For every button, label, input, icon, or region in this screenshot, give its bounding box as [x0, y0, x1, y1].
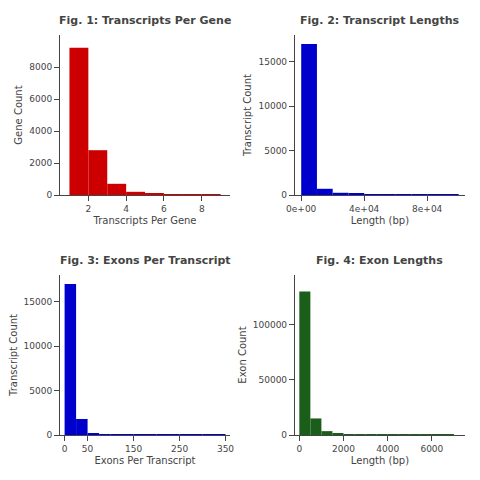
- svg-text:2000: 2000: [332, 444, 355, 454]
- svg-text:4: 4: [123, 204, 129, 214]
- svg-text:15000: 15000: [24, 297, 53, 307]
- svg-text:50: 50: [82, 444, 94, 454]
- svg-text:0: 0: [46, 190, 52, 200]
- svg-text:4000: 4000: [29, 126, 52, 136]
- svg-text:4000: 4000: [376, 444, 399, 454]
- svg-text:150: 150: [125, 444, 142, 454]
- svg-text:0: 0: [281, 190, 287, 200]
- svg-text:8: 8: [199, 204, 205, 214]
- svg-text:Fig. 4: Exon Lengths: Fig. 4: Exon Lengths: [316, 254, 443, 267]
- svg-text:10000: 10000: [258, 101, 287, 111]
- svg-text:Transcript Count: Transcript Count: [8, 314, 19, 397]
- svg-text:4e+04: 4e+04: [349, 204, 380, 214]
- svg-text:Length (bp): Length (bp): [351, 215, 409, 226]
- svg-text:2000: 2000: [29, 158, 52, 168]
- svg-text:6000: 6000: [29, 94, 52, 104]
- svg-text:0: 0: [46, 430, 52, 440]
- svg-text:15000: 15000: [258, 57, 287, 67]
- svg-text:Transcript Count: Transcript Count: [242, 74, 253, 157]
- svg-text:Gene Count: Gene Count: [13, 85, 24, 144]
- svg-text:2: 2: [85, 204, 91, 214]
- svg-text:100000: 100000: [253, 320, 288, 330]
- svg-text:5000: 5000: [264, 146, 287, 156]
- svg-text:0e+00: 0e+00: [286, 204, 317, 214]
- svg-text:Exons Per Transcript: Exons Per Transcript: [95, 455, 196, 466]
- svg-text:Fig. 2: Transcript Lengths: Fig. 2: Transcript Lengths: [300, 14, 460, 27]
- svg-text:0: 0: [281, 430, 287, 440]
- svg-text:Exon Count: Exon Count: [237, 326, 248, 383]
- svg-text:0: 0: [296, 444, 302, 454]
- svg-text:Transcripts Per Gene: Transcripts Per Gene: [93, 215, 197, 226]
- svg-text:350: 350: [217, 444, 234, 454]
- svg-text:6000: 6000: [420, 444, 443, 454]
- svg-text:8000: 8000: [29, 62, 52, 72]
- svg-text:250: 250: [171, 444, 188, 454]
- svg-text:5000: 5000: [29, 386, 52, 396]
- svg-text:Length (bp): Length (bp): [351, 455, 409, 466]
- svg-text:Fig. 3: Exons Per Transcript: Fig. 3: Exons Per Transcript: [60, 254, 231, 267]
- svg-text:8e+04: 8e+04: [412, 204, 443, 214]
- svg-text:10000: 10000: [24, 341, 53, 351]
- svg-text:6: 6: [161, 204, 167, 214]
- svg-text:Fig. 1: Transcripts Per Gene: Fig. 1: Transcripts Per Gene: [59, 14, 231, 27]
- svg-text:0: 0: [62, 444, 68, 454]
- svg-text:50000: 50000: [258, 375, 287, 385]
